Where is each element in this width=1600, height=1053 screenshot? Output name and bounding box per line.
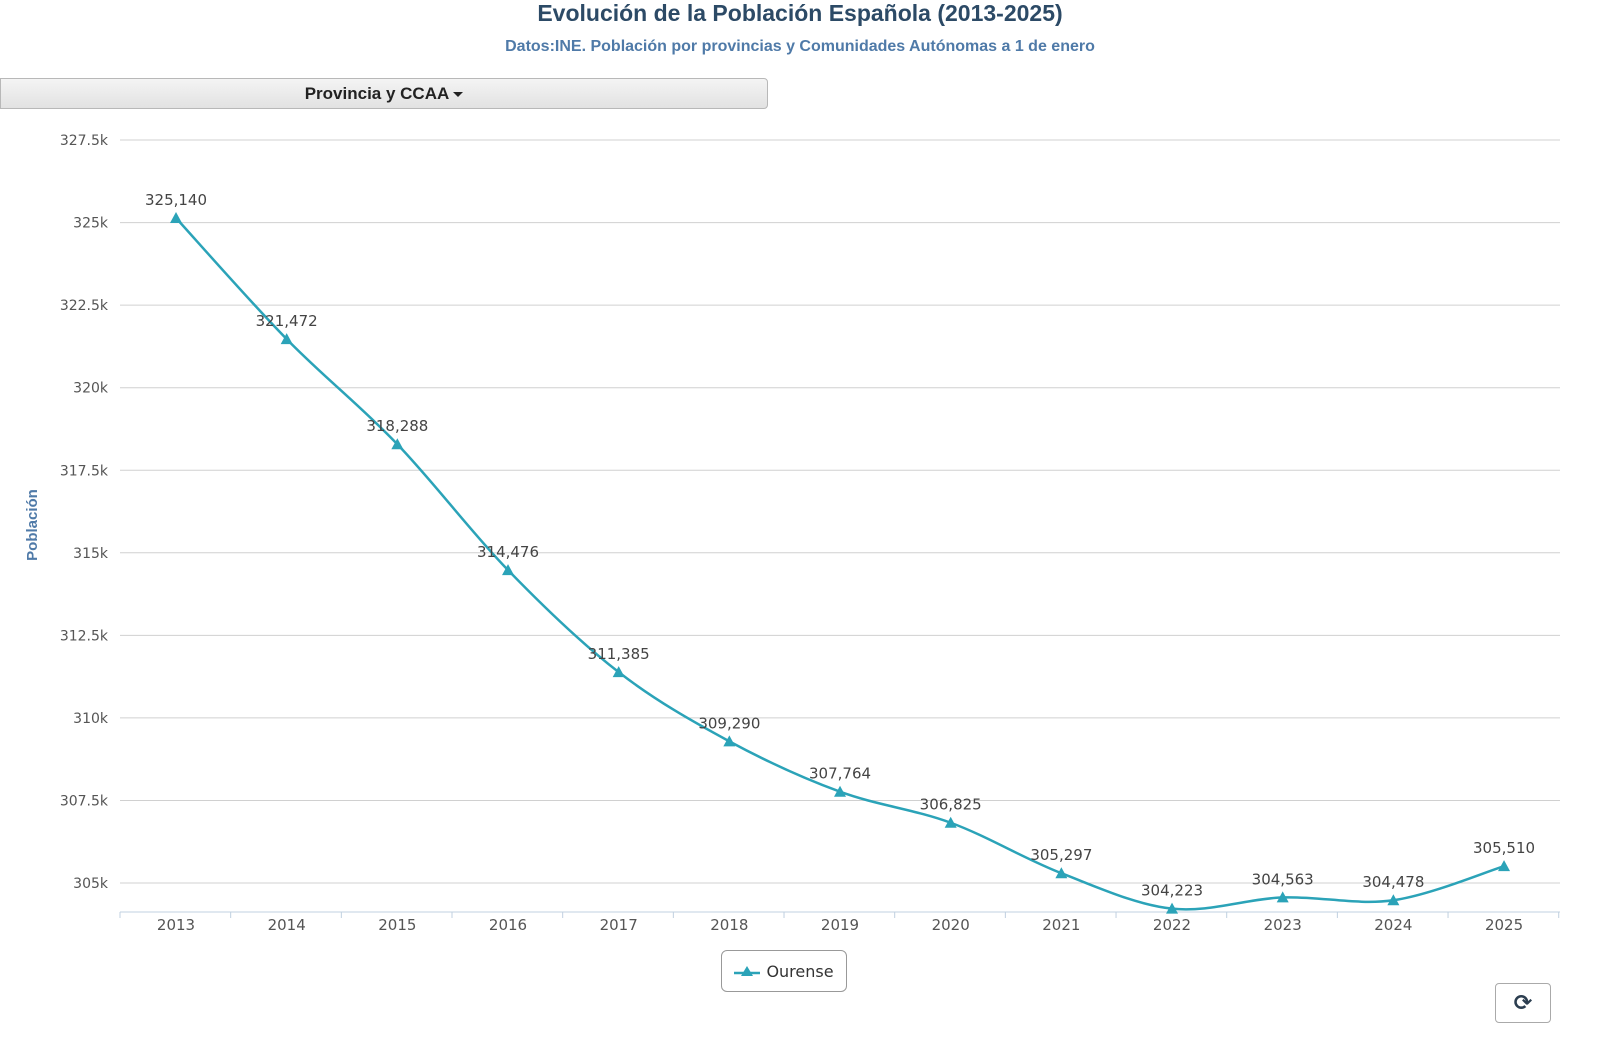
legend-label: Ourense: [766, 961, 834, 981]
chart-title: Evolución de la Población Española (2013…: [537, 0, 1063, 26]
data-point-marker: [1166, 902, 1179, 914]
province-dropdown[interactable]: Provincia y CCAA: [0, 78, 768, 109]
data-point-marker: [391, 438, 404, 450]
data-label: 311,385: [588, 645, 650, 663]
x-tick-label: 2014: [268, 916, 306, 934]
x-tick-label: 2024: [1374, 916, 1412, 934]
y-tick-label: 320k: [73, 381, 109, 397]
data-label: 306,825: [920, 796, 982, 814]
data-label: 305,510: [1473, 839, 1535, 857]
data-point-marker: [1498, 860, 1511, 872]
data-label: 304,563: [1252, 870, 1314, 888]
data-point-marker: [1276, 891, 1289, 903]
dropdown-label: Provincia y CCAA: [304, 84, 450, 103]
data-label: 321,472: [256, 312, 318, 330]
data-label: 314,476: [477, 543, 539, 561]
data-point-marker: [502, 564, 515, 576]
refresh-button[interactable]: ⟳: [1495, 983, 1551, 1023]
y-tick-label: 325k: [73, 216, 109, 232]
data-label: 304,478: [1362, 873, 1424, 891]
data-point-marker: [280, 333, 293, 345]
caret-down-icon: [453, 92, 464, 98]
data-point-marker: [612, 666, 625, 678]
data-point-marker: [834, 785, 847, 797]
x-tick-label: 2025: [1485, 916, 1523, 934]
series-line-ourense: [175, 217, 1505, 911]
x-tick-label: 2022: [1153, 916, 1191, 934]
y-tick-label: 322.5k: [60, 298, 109, 314]
triangle-marker-icon: [734, 966, 761, 976]
data-point-marker: [170, 211, 182, 223]
y-axis-title: Población: [24, 489, 41, 561]
data-label: 307,764: [809, 765, 871, 783]
y-tick-label: 327.5k: [60, 133, 109, 149]
data-label: 318,288: [366, 417, 428, 435]
x-tick-label: 2013: [157, 916, 195, 934]
chart-subtitle: Datos:INE. Población por provincias y Co…: [505, 38, 1095, 55]
data-point-marker: [1387, 894, 1400, 906]
x-tick-label: 2021: [1042, 916, 1080, 934]
y-tick-label: 315k: [73, 546, 109, 562]
legend-item-ourense[interactable]: Ourense: [721, 950, 847, 992]
x-tick-label: 2015: [378, 916, 416, 934]
y-tick-label: 307.5k: [60, 793, 109, 809]
data-point-marker: [1055, 867, 1068, 879]
data-label: 304,223: [1141, 882, 1203, 900]
data-label: 305,297: [1030, 846, 1092, 864]
data-label: 309,290: [698, 714, 760, 732]
x-tick-label: 2023: [1264, 916, 1302, 934]
x-tick-label: 2020: [932, 916, 970, 934]
x-tick-label: 2016: [489, 916, 527, 934]
x-tick-label: 2018: [710, 916, 748, 934]
y-tick-label: 312.5k: [60, 628, 109, 644]
data-point-marker: [723, 735, 736, 747]
refresh-icon: ⟳: [1513, 990, 1533, 1016]
y-tick-label: 317.5k: [60, 463, 109, 479]
y-tick-label: 310k: [73, 711, 109, 727]
y-tick-label: 305k: [73, 876, 109, 892]
data-point-marker: [944, 816, 957, 828]
data-label: 325,140: [145, 191, 207, 209]
x-tick-label: 2019: [821, 916, 859, 934]
x-tick-label: 2017: [600, 916, 638, 934]
